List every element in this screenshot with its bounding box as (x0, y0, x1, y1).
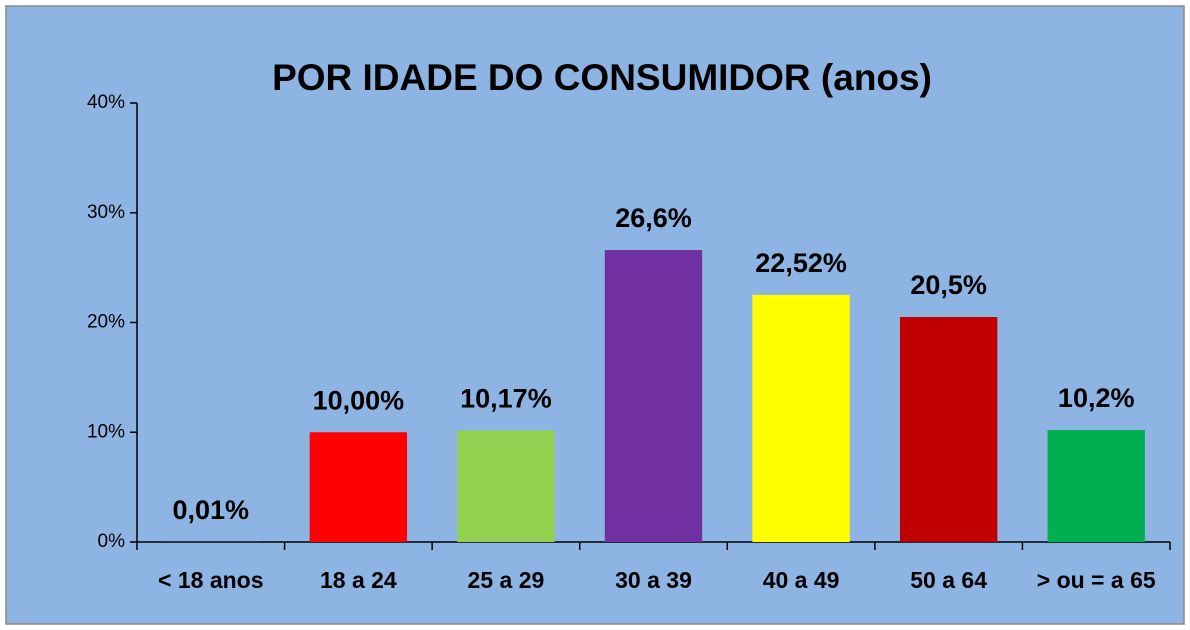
bar (457, 430, 555, 542)
x-tick-label: 18 a 24 (320, 567, 397, 593)
value-label: 22,52% (755, 248, 847, 278)
y-tick-label: 30% (87, 202, 125, 223)
y-tick-label: 0% (98, 531, 126, 552)
bar (899, 317, 998, 542)
chart-title: POR IDADE DO CONSUMIDOR (anos) (272, 57, 932, 98)
y-tick-label: 20% (87, 312, 125, 333)
bar (752, 294, 850, 542)
x-tick-label: 50 a 64 (910, 567, 987, 593)
value-label: 10,17% (460, 384, 552, 414)
value-label: 26,6% (615, 203, 692, 233)
value-label: 10,2% (1058, 383, 1135, 413)
x-tick-label: > ou = a 65 (1037, 567, 1156, 593)
bar (309, 432, 408, 542)
bar (1047, 430, 1145, 542)
x-tick-label: 40 a 49 (763, 567, 840, 593)
y-tick-label: 10% (87, 421, 125, 442)
y-tick-label: 40% (87, 92, 125, 113)
value-label: 10,00% (313, 385, 405, 415)
x-tick-label: < 18 anos (158, 567, 263, 593)
value-label: 0,01% (173, 495, 250, 525)
x-tick-label: 25 a 29 (468, 567, 545, 593)
x-tick-label: 30 a 39 (615, 567, 692, 593)
bar (604, 250, 703, 542)
chart-background (5, 5, 1185, 625)
value-label: 20,5% (910, 270, 987, 300)
